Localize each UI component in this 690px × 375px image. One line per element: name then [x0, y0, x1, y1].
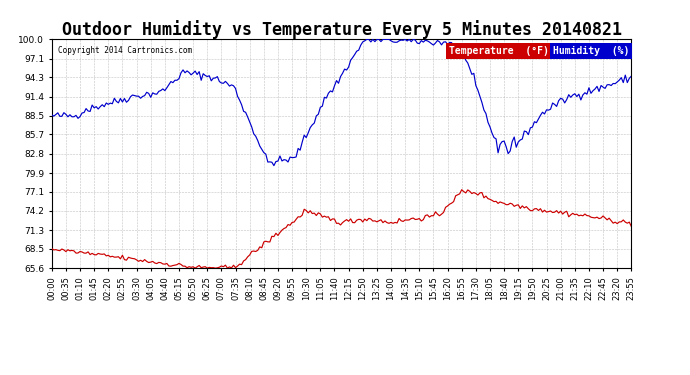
Text: Temperature  (°F): Temperature (°F) — [448, 46, 549, 56]
Text: Copyright 2014 Cartronics.com: Copyright 2014 Cartronics.com — [57, 46, 192, 55]
Title: Outdoor Humidity vs Temperature Every 5 Minutes 20140821: Outdoor Humidity vs Temperature Every 5 … — [61, 20, 622, 39]
Text: Humidity  (%): Humidity (%) — [553, 46, 629, 56]
